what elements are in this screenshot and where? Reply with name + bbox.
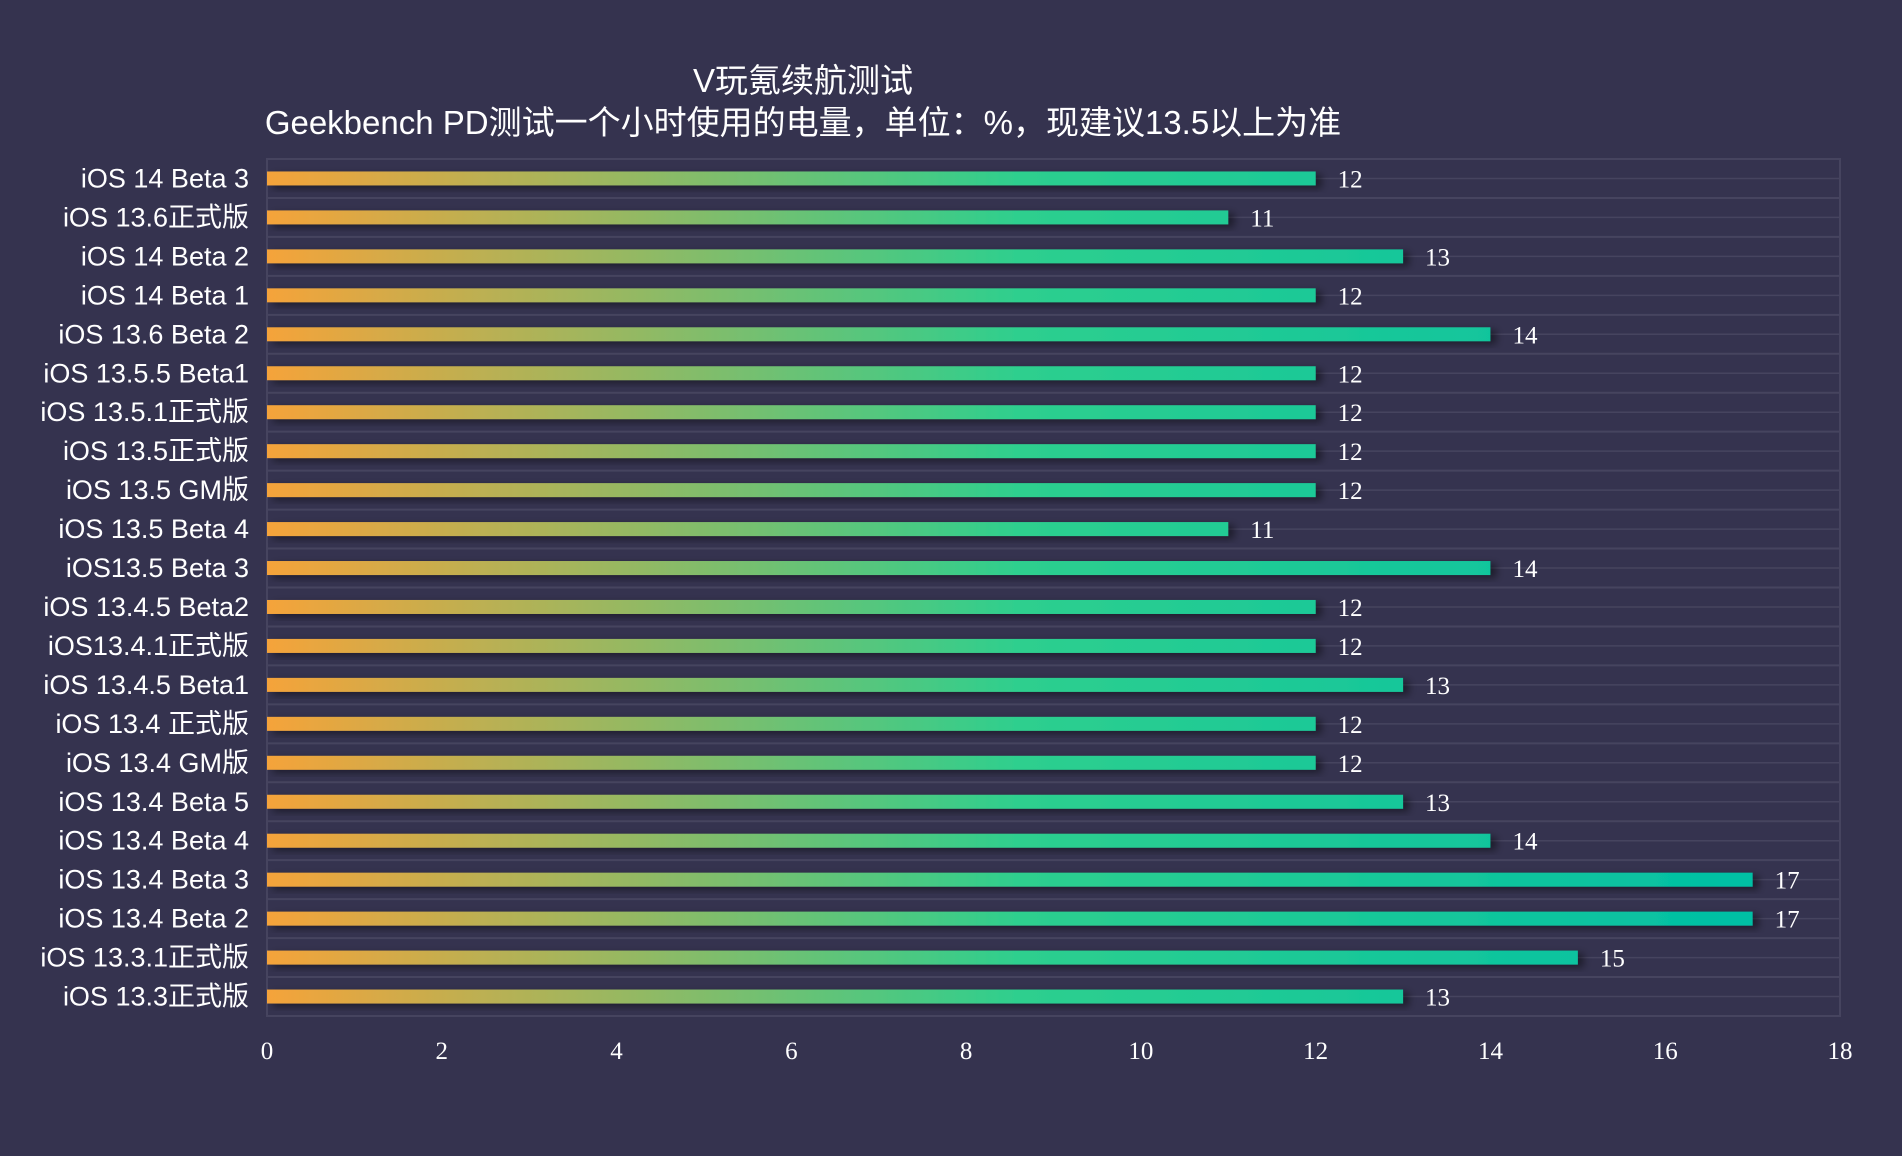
bar: [267, 794, 1404, 809]
data-label: 12: [1338, 166, 1363, 193]
x-tick-label: 8: [960, 1038, 973, 1065]
category-label: iOS 13.4.5 Beta1: [43, 670, 249, 700]
x-axis-ticks: 0 2 4 6 8 10 12 14 16 18: [261, 1038, 1853, 1065]
category-label: iOS 13.6正式版: [63, 202, 249, 232]
x-tick-label: 16: [1653, 1038, 1678, 1065]
data-label: 12: [1338, 751, 1363, 778]
bar: [267, 210, 1229, 225]
category-labels: iOS 14 Beta 3 iOS 13.6正式版 iOS 14 Beta 2 iOS…: [40, 163, 249, 1011]
data-label: 15: [1600, 946, 1625, 973]
x-tick-label: 10: [1128, 1038, 1153, 1065]
category-label: iOS 13.4.5 Beta2: [43, 592, 249, 622]
x-tick-label: 0: [261, 1038, 274, 1065]
bar: [267, 171, 1316, 186]
bar: [267, 911, 1753, 926]
x-tick-label: 12: [1303, 1038, 1328, 1065]
x-tick-label: 18: [1828, 1038, 1853, 1065]
data-label: 13: [1425, 790, 1450, 817]
bar: [267, 638, 1316, 653]
data-label: 11: [1250, 205, 1274, 232]
category-label: iOS 13.4 GM版: [66, 748, 249, 778]
data-label: 14: [1512, 829, 1538, 856]
x-tick-label: 14: [1478, 1038, 1504, 1065]
category-label: iOS 13.5正式版: [63, 436, 249, 466]
bar: [267, 522, 1229, 537]
category-label: iOS13.4.1正式版: [48, 631, 249, 661]
bar: [267, 599, 1316, 614]
data-label: 17: [1775, 868, 1800, 895]
data-label: 12: [1338, 712, 1363, 739]
grid: [266, 158, 1841, 1017]
chart-subtitle: Geekbench PD测试一个小时使用的电量，单位：%，现建议13.5以上为准: [265, 104, 1341, 141]
data-label: 14: [1512, 556, 1538, 583]
category-label: iOS 13.5.1正式版: [40, 397, 249, 427]
category-label: iOS 13.3正式版: [63, 982, 249, 1012]
category-label: iOS 13.3.1正式版: [40, 943, 249, 973]
category-label: iOS 13.4 Beta 2: [58, 904, 249, 934]
data-label: 12: [1338, 283, 1363, 310]
bar: [267, 249, 1404, 264]
data-label: 12: [1338, 478, 1363, 505]
bar: [267, 950, 1578, 965]
bar: [267, 366, 1316, 381]
bars: 12 11 13 12 14 12 12 12 12 11 14 12 12 13 12 12 13 14 17 17…: [267, 166, 1800, 1012]
data-label: 17: [1775, 907, 1800, 934]
data-label: 11: [1250, 517, 1274, 544]
bar: [267, 716, 1316, 731]
data-label: 12: [1338, 439, 1363, 466]
category-label: iOS13.5 Beta 3: [66, 553, 249, 583]
x-tick-label: 6: [785, 1038, 798, 1065]
category-label: iOS 13.5 GM版: [66, 475, 249, 505]
data-label: 13: [1425, 673, 1450, 700]
bar: [267, 288, 1316, 303]
data-label: 12: [1338, 361, 1363, 388]
data-label: 12: [1338, 595, 1363, 622]
category-label: iOS 13.5 Beta 4: [58, 514, 249, 544]
bar: [267, 444, 1316, 459]
data-label: 13: [1425, 244, 1450, 271]
bar: [267, 872, 1753, 887]
bar: [267, 483, 1316, 498]
bar: [267, 677, 1404, 692]
x-tick-label: 4: [610, 1038, 623, 1065]
category-label: iOS 13.6 Beta 2: [58, 319, 249, 349]
x-tick-label: 2: [436, 1038, 449, 1065]
data-label: 12: [1338, 634, 1363, 661]
bar: [267, 833, 1491, 848]
data-label: 12: [1338, 400, 1363, 427]
bar: [267, 327, 1491, 342]
data-label: 14: [1512, 322, 1538, 349]
category-label: iOS 13.4 Beta 4: [58, 826, 249, 856]
category-label: iOS 13.4 Beta 5: [58, 787, 249, 817]
bar: [267, 989, 1404, 1004]
chart-title: V玩氪续航测试: [693, 62, 913, 99]
category-label: iOS 14 Beta 2: [81, 241, 249, 271]
bar: [267, 755, 1316, 770]
category-label: iOS 14 Beta 3: [81, 163, 249, 193]
category-label: iOS 13.5.5 Beta1: [43, 358, 249, 388]
bar: [267, 561, 1491, 576]
data-label: 13: [1425, 985, 1450, 1012]
category-label: iOS 14 Beta 1: [81, 280, 249, 310]
category-label: iOS 13.4 正式版: [55, 709, 249, 739]
bar: [267, 405, 1316, 420]
category-label: iOS 13.4 Beta 3: [58, 865, 249, 895]
